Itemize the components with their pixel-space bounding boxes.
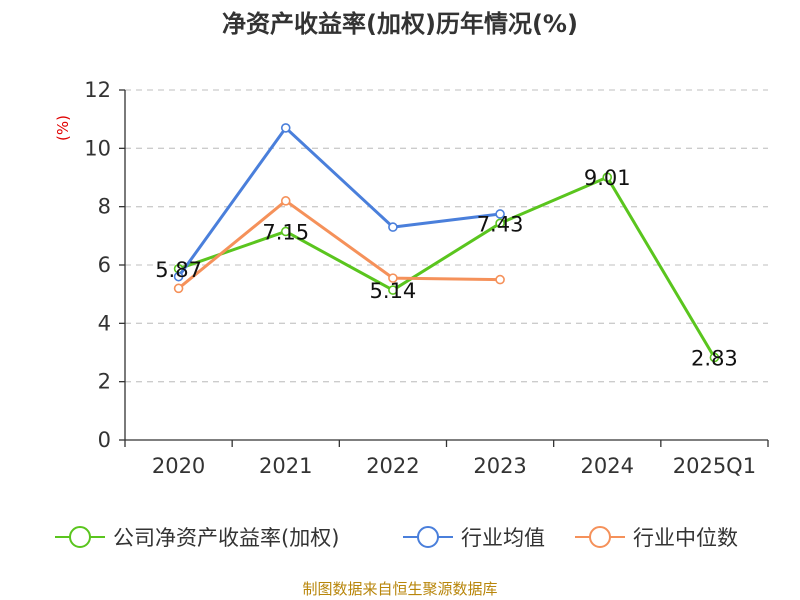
y-tick-label: 8 (98, 195, 111, 219)
data-point (388, 222, 398, 232)
series-line-2 (177, 199, 501, 290)
x-tick-label: 2024 (581, 454, 634, 478)
data-point (495, 209, 505, 219)
data-point (709, 352, 720, 363)
legend-label: 行业中位数 (633, 526, 738, 550)
legend-label: 行业均值 (461, 526, 545, 550)
x-tick-label: 2021 (259, 454, 312, 478)
data-label: 7.43 (477, 212, 524, 236)
data-point (388, 273, 398, 283)
data-point (280, 196, 291, 206)
data-point (280, 123, 291, 133)
data-point (495, 274, 505, 285)
data-point (388, 285, 398, 295)
grid-lines (125, 89, 768, 383)
y-tick-label: 0 (98, 428, 111, 452)
y-tick-label: 12 (84, 78, 111, 102)
data-label: 7.15 (262, 220, 309, 244)
tick-labels: 0 2 4 6 8 10 12 2020 2021 2022 2023 2024 2025Q1 (84, 78, 756, 478)
axes (119, 89, 769, 447)
x-tick-label: 2025Q1 (673, 454, 756, 478)
data-point (602, 172, 613, 183)
data-label: 5.87 (155, 258, 202, 282)
data-point (495, 218, 505, 229)
data-labels: 5.87 7.15 5.14 7.43 9.01 2.83 (155, 166, 738, 370)
y-tick-label: 10 (84, 136, 111, 160)
y-tick-label: 2 (98, 370, 111, 394)
data-label: 5.14 (370, 279, 417, 303)
data-label: 9.01 (584, 166, 631, 190)
legend-label: 公司净资产收益率(加权) (113, 526, 339, 550)
series-group (173, 123, 720, 363)
y-axis-label: (%) (54, 115, 72, 141)
legend-marker (417, 526, 439, 548)
chart-title: 净资产收益率(加权)历年情况(%) (222, 10, 578, 38)
legend-marker (589, 526, 611, 548)
y-tick-label: 6 (98, 253, 111, 277)
y-tick-label: 4 (98, 311, 111, 335)
series-line-0 (178, 175, 716, 359)
data-point (173, 283, 184, 294)
x-tick-label: 2022 (366, 454, 419, 478)
x-tick-label: 2023 (473, 454, 526, 478)
series-line-1 (177, 126, 501, 278)
legend: 公司净资产收益率(加权) 行业均值 行业中位数 (55, 526, 738, 550)
data-point (173, 271, 184, 282)
data-point (280, 226, 291, 237)
x-tick-label: 2020 (152, 454, 205, 478)
legend-marker (69, 526, 91, 548)
data-label: 2.83 (691, 346, 738, 370)
source-note: 制图数据来自恒生聚源数据库 (302, 580, 497, 598)
